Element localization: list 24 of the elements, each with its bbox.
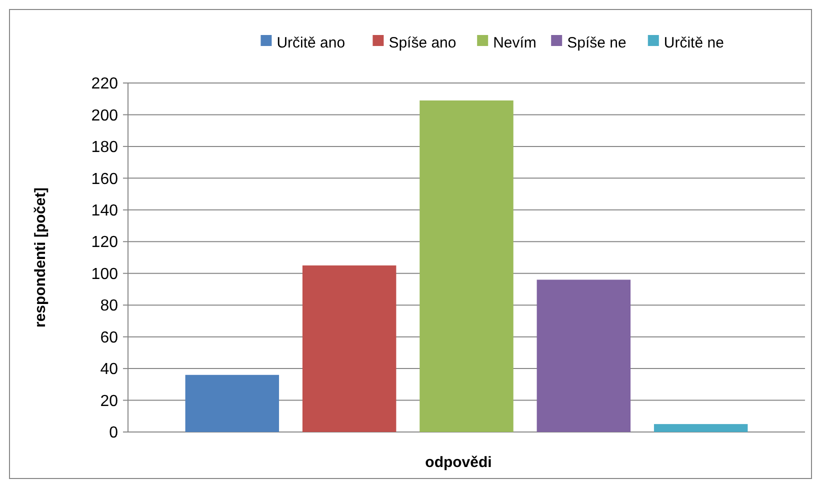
y-tick-label: 180 [91,139,118,156]
legend-label: Určitě ano [276,34,346,52]
y-tick-label: 20 [100,392,118,410]
legend-label: Spíše ano [388,34,456,52]
bar [420,100,514,432]
y-tick-label: 140 [91,202,118,220]
y-tick-label: 60 [100,329,118,346]
y-tick-label: 100 [91,266,118,283]
y-tick-label: 200 [91,107,118,124]
legend-label: Spíše ne [567,34,626,52]
x-axis-title: odpovědi [425,454,492,471]
y-tick-label: 0 [109,424,118,442]
bar [302,265,396,432]
y-tick-label: 80 [100,298,118,315]
y-axis-title: respondenti [počet] [32,187,49,328]
y-tick-label: 160 [91,170,118,188]
bar [185,374,280,432]
y-tick-label: 220 [91,76,118,93]
legend-label: Nevím [493,34,536,52]
legend-label: Určitě ne [664,34,724,52]
bar [654,424,748,432]
y-tick-label: 120 [91,234,118,252]
y-tick-label: 40 [100,361,118,378]
bar [536,280,631,432]
